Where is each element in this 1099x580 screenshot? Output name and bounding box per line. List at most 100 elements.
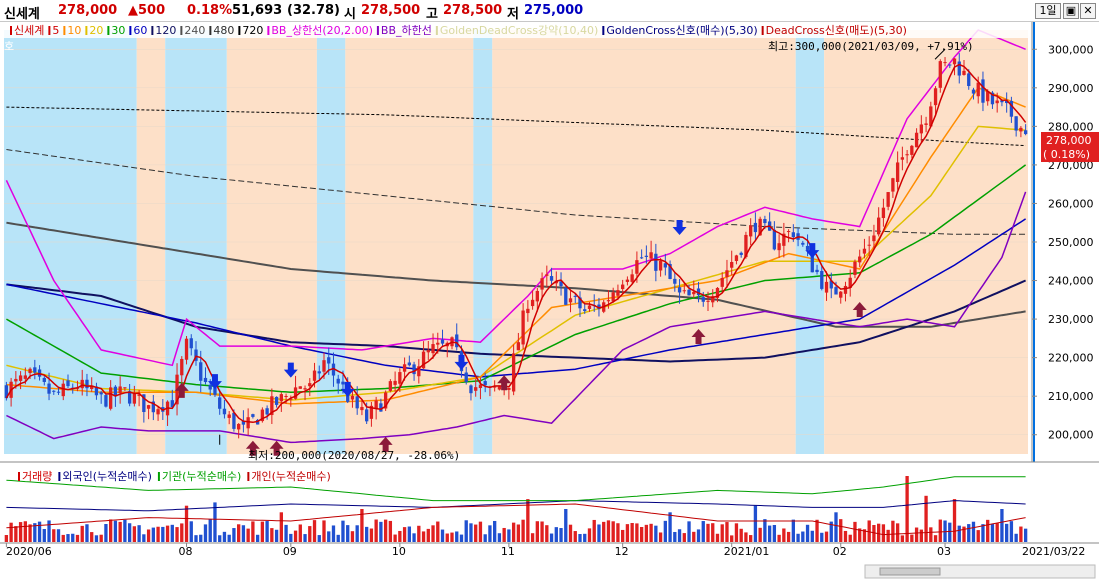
- candle: [971, 87, 976, 100]
- candle: [521, 303, 525, 350]
- candle-body: [583, 309, 587, 312]
- ma480-line: [6, 149, 1026, 235]
- volume-bar: [478, 521, 483, 542]
- candle: [123, 387, 127, 392]
- legend-item: GoldenDeadCross강약(10,40): [440, 23, 598, 37]
- candle-body: [274, 396, 279, 405]
- candle: [284, 393, 288, 404]
- period-button[interactable]: 1일: [1035, 3, 1061, 19]
- candle-body: [336, 378, 340, 384]
- candle: [801, 240, 805, 247]
- legend-swatch: [129, 26, 132, 35]
- candle: [962, 59, 966, 76]
- close-button[interactable]: ✕: [1080, 3, 1096, 19]
- candle-body: [839, 291, 843, 298]
- candle: [749, 218, 753, 246]
- candle-body: [578, 297, 582, 309]
- volume-bar: [255, 534, 260, 542]
- candle: [251, 413, 255, 419]
- volume-bar: [350, 531, 355, 542]
- candle-body: [33, 367, 37, 373]
- volume-bar: [127, 523, 132, 542]
- candle-body: [327, 357, 331, 364]
- candle: [132, 385, 137, 407]
- candle-body: [199, 362, 203, 381]
- sub-legend-item: 거래량: [22, 470, 52, 483]
- candle-body: [426, 350, 430, 353]
- candle: [203, 367, 208, 385]
- y-tick-label: 220,000: [1048, 352, 1094, 365]
- volume-bar: [872, 525, 876, 542]
- candle: [42, 376, 46, 386]
- candle-body: [701, 297, 705, 302]
- candle-body: [90, 385, 94, 389]
- candle: [104, 393, 108, 408]
- legend-swatch: [209, 26, 212, 35]
- volume-bar: [445, 533, 449, 542]
- candle-body: [545, 274, 549, 276]
- candle: [483, 372, 487, 393]
- volume-bar: [929, 527, 933, 542]
- volume-bar: [165, 525, 170, 542]
- x-tick-label: 2020/06: [6, 545, 52, 558]
- volume-bar: [715, 533, 720, 542]
- volume-bar: [284, 524, 288, 542]
- candle-body: [1019, 127, 1023, 132]
- candle-body: [521, 310, 525, 345]
- candle: [1005, 92, 1009, 113]
- candle-body: [952, 58, 957, 65]
- volume-bar: [535, 521, 539, 542]
- volume-bar: [241, 525, 246, 542]
- volume-bar: [455, 531, 459, 542]
- candle-body: [407, 362, 411, 366]
- volume-bar: [28, 524, 32, 542]
- candle: [388, 379, 393, 393]
- volume-bar: [910, 534, 914, 542]
- candle-body: [967, 73, 971, 87]
- candle-body: [924, 123, 928, 125]
- candle-body: [758, 218, 762, 236]
- volume-bar: [526, 499, 530, 542]
- legend-swatch: [761, 26, 764, 35]
- candle-body: [251, 414, 255, 417]
- y-tick-label: 290,000: [1048, 82, 1094, 95]
- restore-button[interactable]: ▣: [1063, 3, 1079, 19]
- candle-body: [80, 379, 84, 389]
- y-axis: 300,000 290,000 280,000 270,000 260,000 250,0…: [1028, 22, 1099, 462]
- candle: [639, 249, 644, 259]
- candle-body: [715, 287, 720, 298]
- candle-body: [843, 285, 848, 294]
- candle: [303, 385, 307, 401]
- candle: [464, 366, 468, 385]
- candle: [834, 281, 838, 295]
- candle-body: [791, 232, 795, 237]
- volume-bar: [545, 525, 549, 542]
- high-annotation: 최고:300,000(2021/03/09, +7.91%): [768, 40, 974, 53]
- candle: [938, 59, 942, 93]
- volume-bar: [113, 520, 118, 542]
- scroll-bar[interactable]: [864, 564, 1096, 579]
- candle: [654, 243, 658, 282]
- candle: [843, 281, 848, 302]
- candle: [621, 279, 625, 295]
- volume-bar: [180, 523, 184, 542]
- candle: [545, 265, 549, 288]
- candle: [943, 57, 947, 67]
- candle-body: [464, 372, 468, 382]
- volume-bar: [360, 509, 364, 542]
- candle: [1009, 96, 1014, 123]
- candle: [417, 359, 421, 384]
- candle-body: [554, 281, 558, 284]
- volume-bar: [18, 522, 23, 542]
- cross-signals: [174, 48, 946, 456]
- dead-cross-down-arrow-icon: [283, 362, 298, 378]
- candle: [151, 394, 155, 421]
- candle: [910, 144, 914, 159]
- candle-body: [18, 375, 23, 381]
- sub-legend-swatch: [18, 472, 20, 481]
- candle-body: [317, 371, 321, 374]
- dead-cross-down-arrow-icon: [805, 243, 820, 259]
- candle: [218, 389, 222, 415]
- candle-body: [365, 409, 369, 422]
- volume-bar: [274, 529, 279, 542]
